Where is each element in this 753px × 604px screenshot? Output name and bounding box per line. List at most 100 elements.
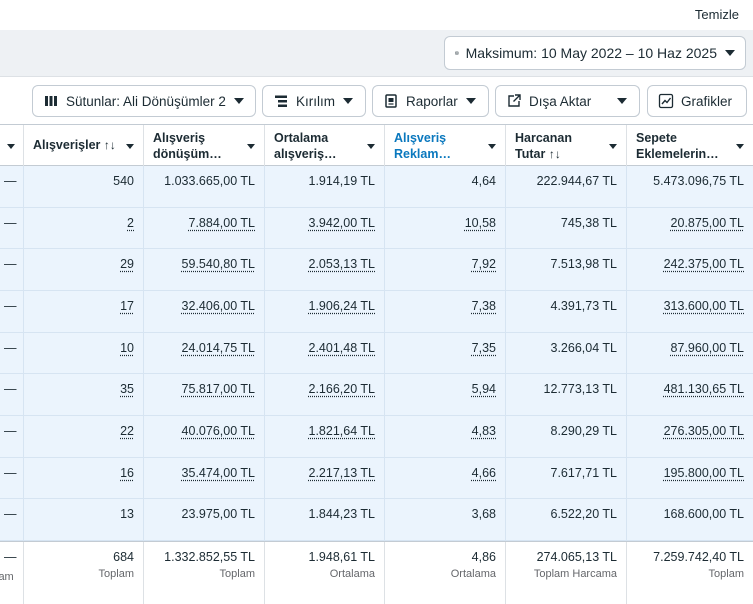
table-cell[interactable]: 4,83	[384, 416, 505, 457]
header-cell-purchases[interactable]: Alışverişler ↑↓	[23, 125, 143, 166]
table-cell[interactable]: 7,38	[384, 291, 505, 332]
table-cell[interactable]: 7.884,00 TL	[143, 207, 264, 249]
totals-label: Toplam	[219, 568, 255, 580]
cell-value[interactable]: 10,58	[464, 215, 496, 230]
table-cell[interactable]: 7,35	[384, 332, 505, 374]
table-cell[interactable]: 4,66	[384, 457, 505, 499]
header-cell-leading[interactable]	[0, 125, 23, 166]
table-row[interactable]: — 16 35.474,00 TL 2.217,13 TL 4,66 7.617,71 T…	[0, 457, 753, 500]
table-cell[interactable]: 242.375,00 TL	[626, 249, 753, 290]
table-cell[interactable]: 195.800,00 TL	[626, 457, 753, 499]
cell-value[interactable]: 40.076,00 TL	[181, 424, 255, 438]
table-cell[interactable]: 313.600,00 TL	[626, 291, 753, 332]
table-row[interactable]: — 13 23.975,00 TL 1.844,23 TL 3,68 6.522,20 T…	[0, 499, 753, 541]
cell-value[interactable]: 59.540,80 TL	[181, 257, 255, 272]
cell-value[interactable]: 17	[120, 299, 134, 313]
table-cell[interactable]: 20.875,00 TL	[626, 207, 753, 249]
cell-value[interactable]: 87.960,00 TL	[670, 340, 744, 355]
cell-value[interactable]: 35	[120, 382, 134, 397]
cell-value[interactable]: 1.906,24 TL	[308, 299, 376, 313]
table-cell[interactable]: 7,92	[384, 249, 505, 290]
cell-value[interactable]: 32.406,00 TL	[181, 299, 255, 313]
table-cell[interactable]: 10	[23, 332, 143, 374]
cell-value[interactable]: 7,92	[471, 257, 496, 272]
table-row[interactable]: — 22 40.076,00 TL 1.821,64 TL 4,83 8.290,29 T…	[0, 416, 753, 458]
table-cell[interactable]: 2	[23, 207, 143, 249]
cell-value[interactable]: 195.800,00 TL	[663, 465, 744, 480]
export-options-button[interactable]	[604, 85, 640, 117]
chevron-down-icon	[367, 144, 375, 149]
header-cell-purchase-conversion[interactable]: Alışveriş dönüşüm…	[143, 125, 264, 166]
cell-value[interactable]: 2.401,48 TL	[308, 340, 376, 355]
reports-button[interactable]: Raporlar	[372, 85, 489, 117]
cell-value[interactable]: 4,83	[471, 424, 496, 438]
table-cell[interactable]: 1.906,24 TL	[264, 291, 384, 332]
table-cell[interactable]: 16	[23, 457, 143, 499]
table-row[interactable]: — 29 59.540,80 TL 2.053,13 TL 7,92 7.513,98 T…	[0, 249, 753, 291]
header-cell-average-purchase[interactable]: Ortalama alışveriş…	[264, 125, 384, 166]
table-cell[interactable]: 59.540,80 TL	[143, 249, 264, 290]
cell-value[interactable]: 2.166,20 TL	[308, 382, 376, 397]
table-cell[interactable]: 35.474,00 TL	[143, 457, 264, 499]
date-range-button[interactable]: Maksimum: 10 May 2022 – 10 Haz 2025	[444, 36, 746, 70]
table-cell[interactable]: 24.014,75 TL	[143, 332, 264, 374]
table-cell[interactable]: 87.960,00 TL	[626, 332, 753, 374]
cell-value[interactable]: 7,35	[471, 340, 496, 355]
table-row[interactable]: — 35 75.817,00 TL 2.166,20 TL 5,94 12.773,13 …	[0, 374, 753, 416]
cell-value[interactable]: 313.600,00 TL	[663, 299, 744, 313]
cell-value[interactable]: 276.305,00 TL	[663, 424, 744, 438]
cell-value[interactable]: 7,38	[471, 299, 496, 313]
cell-value[interactable]: 22	[120, 424, 134, 438]
table-cell[interactable]: 1.821,64 TL	[264, 416, 384, 457]
table-cell[interactable]: 32.406,00 TL	[143, 291, 264, 332]
table-cell[interactable]: 2.217,13 TL	[264, 457, 384, 499]
breakdown-button[interactable]: Kırılım	[262, 85, 366, 117]
cell-value[interactable]: 24.014,75 TL	[181, 340, 255, 355]
table-cell[interactable]: 2.053,13 TL	[264, 249, 384, 290]
cell-value[interactable]: 75.817,00 TL	[181, 382, 255, 397]
table-row[interactable]: — 540 1.033.665,00 TL 1.914,19 TL 4,64 222.94…	[0, 166, 753, 208]
table-cell[interactable]: 2.166,20 TL	[264, 374, 384, 415]
table-row[interactable]: — 10 24.014,75 TL 2.401,48 TL 7,35 3.266,04 T…	[0, 332, 753, 375]
table-cell[interactable]: 5,94	[384, 374, 505, 415]
cell-value[interactable]: 10	[120, 340, 134, 355]
cell-value[interactable]: 5,94	[471, 382, 496, 397]
table-cell: 222.944,67 TL	[505, 166, 626, 207]
header-cell-purchase-roas[interactable]: Alışveriş Reklam…	[384, 125, 505, 166]
cell-value[interactable]: 3.942,00 TL	[308, 215, 376, 230]
cell-value[interactable]: 29	[120, 257, 134, 272]
table-cell[interactable]: 276.305,00 TL	[626, 416, 753, 457]
cell-value[interactable]: 242.375,00 TL	[663, 257, 744, 272]
cell-value[interactable]: 7.884,00 TL	[188, 215, 256, 230]
sort-icon: ↑↓	[548, 147, 561, 161]
cell-value[interactable]: 20.875,00 TL	[670, 215, 744, 230]
table-cell[interactable]: 22	[23, 416, 143, 457]
table-cell[interactable]: 75.817,00 TL	[143, 374, 264, 415]
cell-value[interactable]: 481.130,65 TL	[663, 382, 744, 397]
cell-value[interactable]: 2.053,13 TL	[308, 257, 376, 272]
header-cell-amount-spent[interactable]: Harcanan Tutar ↑↓	[505, 125, 626, 166]
table-cell: 3,68	[384, 499, 505, 540]
cell-value[interactable]: 16	[120, 465, 134, 480]
cell-value[interactable]: 2	[127, 215, 134, 230]
table-cell[interactable]: 2.401,48 TL	[264, 332, 384, 374]
cell-value[interactable]: 2.217,13 TL	[308, 465, 376, 480]
table-cell[interactable]: 40.076,00 TL	[143, 416, 264, 457]
charts-button[interactable]: Grafikler	[647, 85, 747, 117]
table-cell[interactable]: 17	[23, 291, 143, 332]
table-cell[interactable]: 481.130,65 TL	[626, 374, 753, 415]
table-row[interactable]: — 2 7.884,00 TL 3.942,00 TL 10,58 745,38 TL 20…	[0, 207, 753, 250]
totals-value: 274.065,13 TL	[536, 550, 617, 564]
clear-link[interactable]: Temizle	[694, 7, 739, 22]
table-cell[interactable]: 29	[23, 249, 143, 290]
totals-cell: 684 Toplam	[23, 542, 143, 604]
table-cell[interactable]: 3.942,00 TL	[264, 207, 384, 249]
header-cell-add-to-cart[interactable]: Sepete Eklemelerin…	[626, 125, 753, 166]
cell-value[interactable]: 1.821,64 TL	[308, 424, 376, 438]
table-cell[interactable]: 10,58	[384, 207, 505, 249]
cell-value[interactable]: 35.474,00 TL	[181, 465, 255, 480]
table-row[interactable]: — 17 32.406,00 TL 1.906,24 TL 7,38 4.391,73 T…	[0, 291, 753, 333]
columns-button[interactable]: Sütunlar: Ali Dönüşümler 2	[32, 85, 256, 117]
cell-value[interactable]: 4,66	[471, 465, 496, 480]
table-cell[interactable]: 35	[23, 374, 143, 415]
